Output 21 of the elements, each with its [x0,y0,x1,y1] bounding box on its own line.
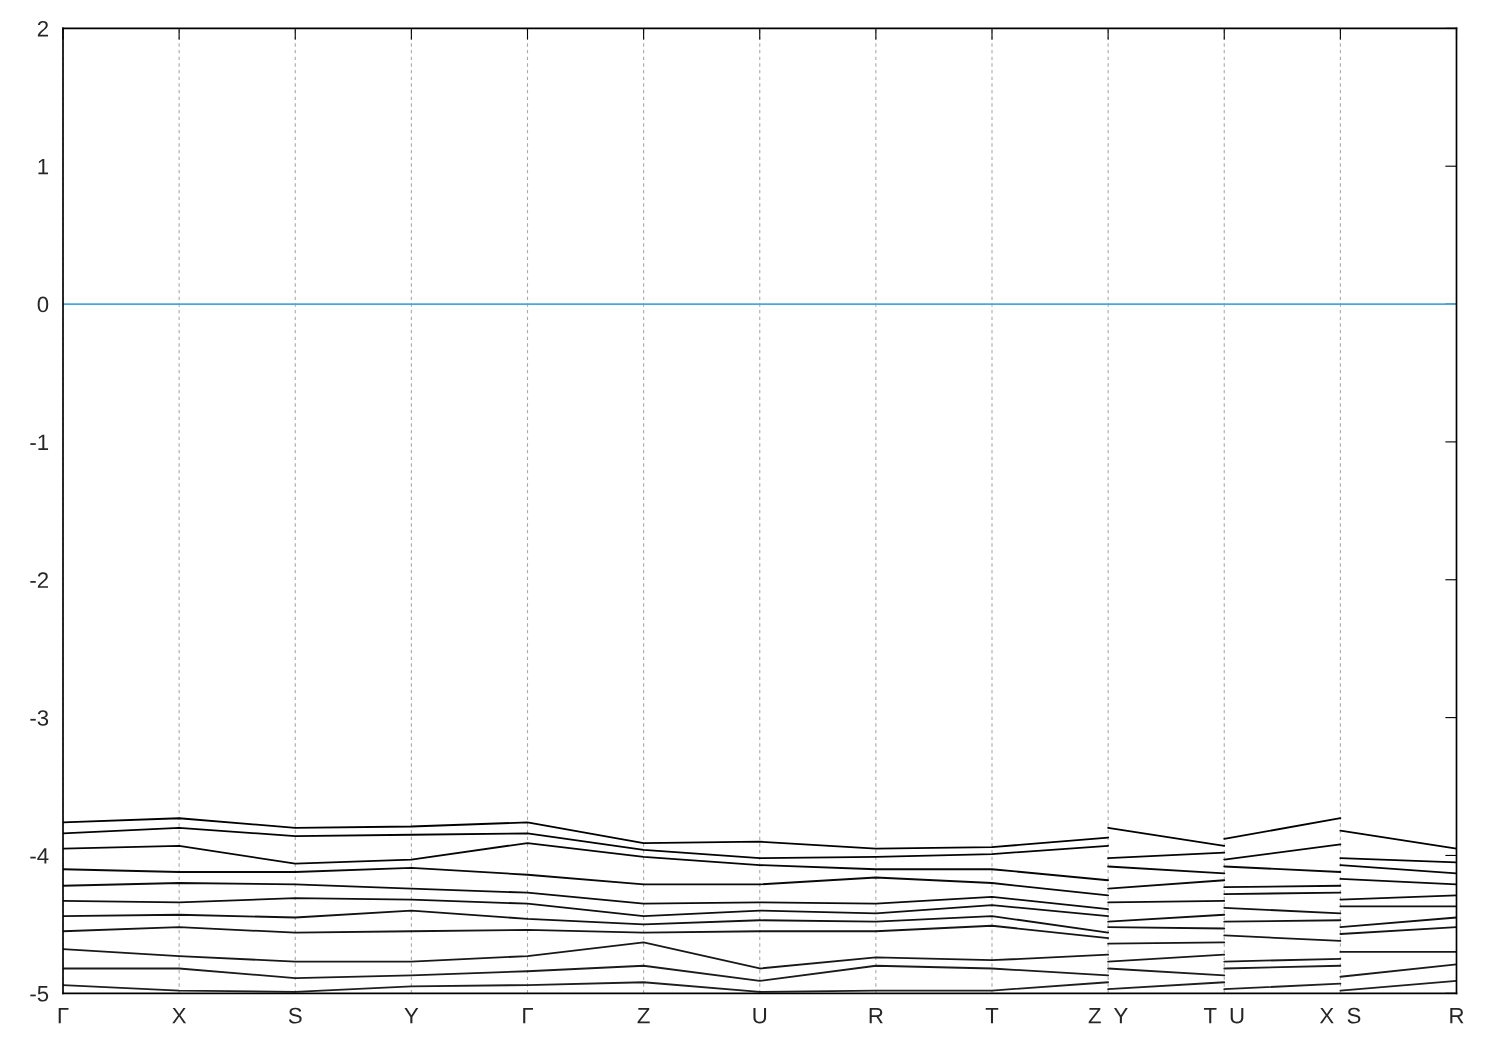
x-tick-label: T U [1203,1008,1244,1024]
x-tick-label: U [753,1008,767,1024]
y-tick-label: 0 [37,296,49,313]
y-tick-label: -4 [30,848,49,864]
x-tick-label: T [985,1008,999,1024]
y-tick-label: -2 [30,572,48,588]
x-tick-label: X [172,1008,187,1024]
x-tick-label: R [1450,1008,1464,1024]
x-tick-label: Z Y [1088,1008,1128,1024]
x-tick-label: Γ [523,1007,533,1024]
x-tick-label: S [288,1007,302,1024]
y-tick-label: -3 [30,710,49,726]
x-tick-label: Y [404,1008,419,1024]
y-tick-label: 2 [37,20,48,37]
y-tick-label: -5 [30,986,49,1002]
x-tick-label: Z [637,1008,650,1024]
x-tick-label: X S [1319,1007,1361,1024]
y-tick-label: 1 [38,158,49,175]
y-tick-label: -1 [30,434,49,450]
x-tick-label: Γ [58,1007,69,1024]
x-tick-label: R [869,1008,883,1024]
